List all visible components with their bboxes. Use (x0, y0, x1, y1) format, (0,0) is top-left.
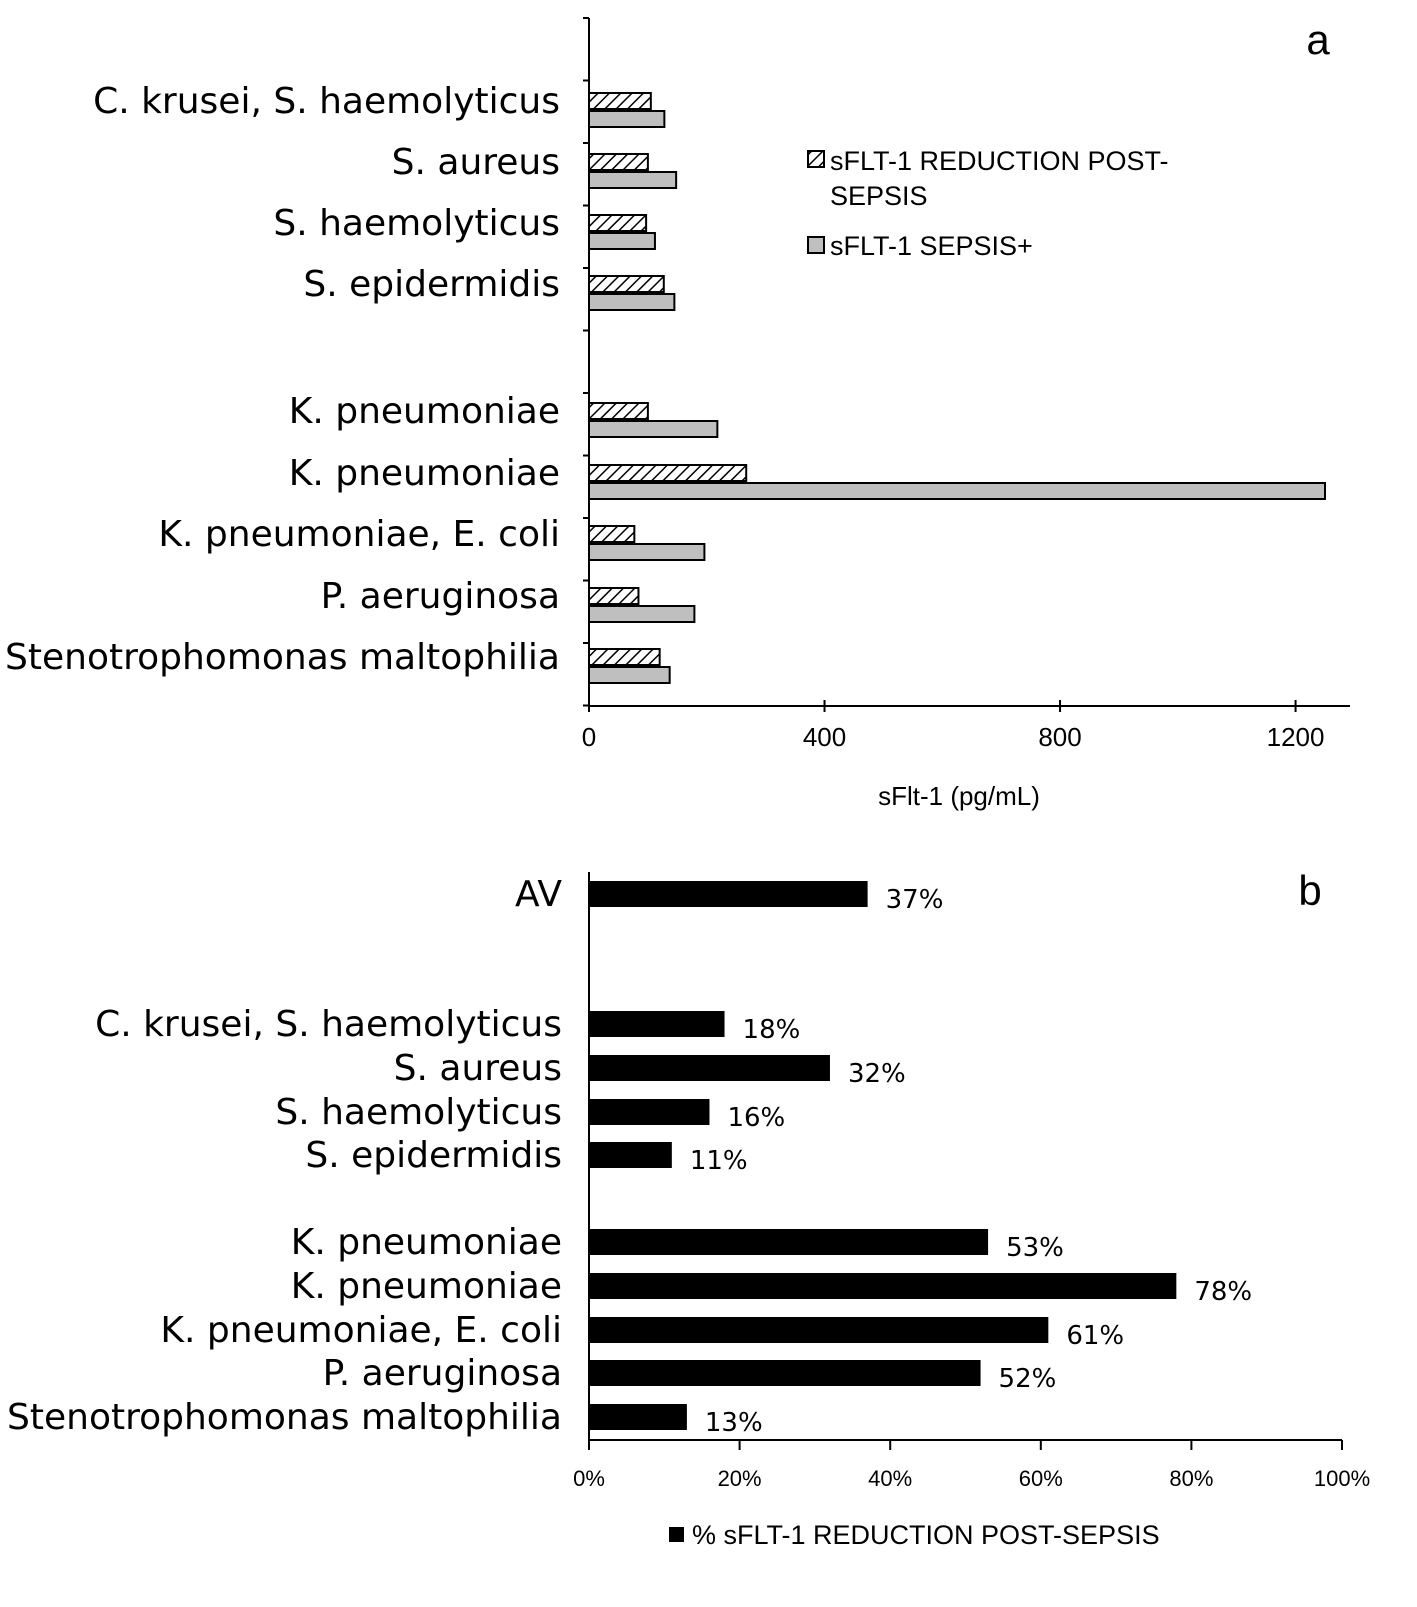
category-label: Stenotrophomonas maltophilia (7, 1397, 562, 1438)
legend-swatch-hatched (807, 150, 825, 168)
panel-b-x-ticks: 0% 20% 40% 60% 80% 100% (573, 1440, 1370, 1491)
x-tick-label: 0% (573, 1466, 605, 1491)
bar-reduction-post-sepsis (588, 153, 649, 171)
bar-sepsis-positive (588, 293, 676, 311)
data-label: 16% (727, 1103, 785, 1133)
bar-sepsis-positive (588, 110, 666, 128)
category-label: Stenotrophomonas maltophilia (5, 637, 560, 678)
bar-percent-reduction (589, 1229, 989, 1255)
legend-label-reduction-line2: SEPSIS (830, 181, 928, 211)
category-label: S. epidermidis (303, 264, 560, 305)
bar-percent-reduction (589, 881, 868, 907)
category-label: S. haemolyticus (275, 1092, 562, 1133)
panel-b-bars (589, 881, 1177, 1430)
category-label: C. krusei, S. haemolyticus (95, 1004, 562, 1045)
category-label: S. epidermidis (305, 1135, 562, 1176)
bar-percent-reduction (589, 1099, 710, 1125)
bar-reduction-post-sepsis (588, 464, 748, 482)
x-tick-label: 60% (1019, 1466, 1063, 1491)
category-label: S. aureus (394, 1048, 562, 1089)
bar-sepsis-positive (588, 543, 706, 561)
panel-a-legend: sFLT-1 REDUCTION POST- SEPSIS sFLT-1 SEP… (807, 146, 1169, 261)
bar-sepsis-positive (588, 605, 696, 623)
panel-a-category-labels: C. krusei, S. haemolyticus S. aureus S. ha… (5, 81, 560, 678)
data-label: 13% (705, 1408, 763, 1438)
category-label: K. pneumoniae (289, 391, 560, 432)
x-tick-label: 20% (718, 1466, 762, 1491)
bar-sepsis-positive (588, 666, 671, 684)
panel-a: a C. krusei, S. haemolyticus S. aureus S. … (5, 16, 1350, 811)
category-label: P. aeruginosa (323, 1353, 562, 1394)
bar-reduction-post-sepsis (588, 402, 649, 420)
data-label: 61% (1066, 1321, 1124, 1351)
bar-sepsis-positive (588, 482, 1326, 500)
panel-a-bars (588, 92, 1326, 684)
bar-sepsis-positive (588, 420, 719, 438)
panel-a-label: a (1306, 16, 1330, 63)
legend-swatch-black (669, 1527, 684, 1542)
bar-sepsis-positive (588, 232, 656, 250)
x-tick-label: 40% (868, 1466, 912, 1491)
bar-reduction-post-sepsis (588, 214, 648, 232)
data-label: 37% (886, 885, 944, 915)
legend-swatch-gray (807, 236, 825, 254)
panel-a-x-ticks: 0 400 800 1200 (582, 17, 1325, 752)
x-tick-label: 0 (582, 722, 596, 752)
category-label: S. aureus (392, 142, 560, 183)
data-label: 18% (743, 1015, 801, 1045)
x-tick-label: 400 (803, 722, 846, 752)
bar-reduction-post-sepsis (588, 275, 665, 293)
category-label: P. aeruginosa (321, 576, 560, 617)
data-label: 11% (690, 1146, 748, 1176)
bar-percent-reduction (589, 1404, 687, 1430)
bar-percent-reduction (589, 1273, 1177, 1299)
panel-b-label: b (1298, 867, 1321, 914)
bar-percent-reduction (589, 1360, 981, 1386)
bar-percent-reduction (589, 1011, 725, 1037)
data-label: 32% (848, 1059, 906, 1089)
panel-b-data-labels: 37% 18% 32% 16% 11% 53% 78% 61% 52% 13% (690, 885, 1252, 1438)
x-tick-label: 80% (1169, 1466, 1213, 1491)
category-label: K. pneumoniae, E. coli (160, 1310, 562, 1351)
category-label: K. pneumoniae (291, 1266, 562, 1307)
category-label: C. krusei, S. haemolyticus (93, 81, 560, 122)
panel-b-legend: % sFLT-1 REDUCTION POST-SEPSIS (669, 1520, 1160, 1550)
category-label: K. pneumoniae, E. coli (158, 514, 560, 555)
legend-label-reduction-line1: sFLT-1 REDUCTION POST- (830, 146, 1169, 176)
bar-percent-reduction (589, 1055, 830, 1081)
data-label: 53% (1006, 1233, 1064, 1263)
data-label: 52% (999, 1364, 1057, 1394)
bar-reduction-post-sepsis (588, 587, 640, 605)
category-label: K. pneumoniae (291, 1222, 562, 1263)
x-tick-label: 100% (1314, 1466, 1370, 1491)
x-tick-label: 800 (1038, 722, 1081, 752)
legend-label-percent-reduction: % sFLT-1 REDUCTION POST-SEPSIS (692, 1520, 1160, 1550)
category-label: S. haemolyticus (273, 203, 560, 244)
bar-sepsis-positive (588, 171, 678, 189)
category-label: AV (515, 874, 562, 915)
bar-reduction-post-sepsis (588, 525, 636, 543)
bar-reduction-post-sepsis (588, 648, 661, 666)
category-label: K. pneumoniae (289, 453, 560, 494)
bar-reduction-post-sepsis (588, 92, 652, 110)
bar-percent-reduction (589, 1142, 672, 1168)
bar-percent-reduction (589, 1317, 1049, 1343)
data-label: 78% (1194, 1277, 1252, 1307)
x-tick-label: 1200 (1267, 722, 1325, 752)
legend-label-sepsis: sFLT-1 SEPSIS+ (830, 231, 1033, 261)
panel-a-x-axis-label: sFlt-1 (pg/mL) (878, 781, 1040, 811)
